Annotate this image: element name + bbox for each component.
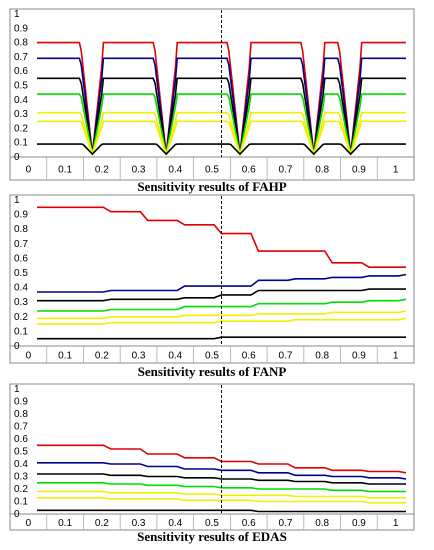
x-tick-label: 0.2 bbox=[95, 518, 109, 529]
x-tick-label: 1 bbox=[393, 351, 399, 362]
y-tick-label: 0.9 bbox=[14, 210, 28, 221]
y-tick-label: 0.6 bbox=[14, 434, 28, 445]
y-tick-label: 0.2 bbox=[14, 484, 28, 495]
x-tick-label: 1 bbox=[393, 165, 399, 176]
x-tick-label: 0.5 bbox=[205, 351, 219, 362]
y-tick-label: 1 bbox=[14, 384, 20, 395]
x-tick-label: 0.9 bbox=[352, 518, 366, 529]
y-tick-label: 0.2 bbox=[14, 123, 28, 134]
x-tick-label: 0.1 bbox=[58, 351, 72, 362]
x-tick-label: 0.4 bbox=[168, 165, 182, 176]
x-tick-label: 0.3 bbox=[132, 165, 146, 176]
x-tick-label: 0.7 bbox=[279, 351, 293, 362]
x-tick-label: 0.4 bbox=[168, 351, 182, 362]
y-tick-label: 0.1 bbox=[14, 326, 28, 337]
x-tick-label: 0.7 bbox=[279, 518, 293, 529]
y-tick-label: 0.5 bbox=[14, 81, 28, 92]
x-tick-label: 0.2 bbox=[95, 351, 109, 362]
series-line-4 bbox=[37, 93, 406, 155]
y-tick-label: 0.5 bbox=[14, 268, 28, 279]
series-line-5 bbox=[37, 310, 407, 320]
x-tick-label: 0.3 bbox=[132, 518, 146, 529]
series-line-3 bbox=[37, 473, 406, 485]
y-tick-label: 0.4 bbox=[14, 459, 28, 470]
y-tick-label: 1 bbox=[14, 195, 20, 206]
x-tick-label: 0.6 bbox=[242, 165, 256, 176]
series-line-3 bbox=[37, 77, 406, 155]
x-tick-label: 0.8 bbox=[315, 351, 329, 362]
chart-title: Sensitivity results of FANP bbox=[138, 364, 287, 379]
x-tick-label: 1 bbox=[393, 518, 399, 529]
x-tick-label: 0.6 bbox=[242, 518, 256, 529]
y-tick-label: 0.7 bbox=[14, 422, 28, 433]
y-tick-label: 0.8 bbox=[14, 38, 28, 49]
y-tick-label: 0.6 bbox=[14, 66, 28, 77]
y-tick-label: 0.9 bbox=[14, 23, 28, 34]
chart-title: Sensitivity results of FAHP bbox=[137, 179, 286, 194]
y-tick-label: 0.8 bbox=[14, 409, 28, 420]
chart-frame bbox=[9, 194, 415, 364]
y-tick-label: 0.8 bbox=[14, 224, 28, 235]
x-tick-label: 0 bbox=[26, 165, 32, 176]
y-tick-label: 0.6 bbox=[14, 253, 28, 264]
y-tick-label: 0.3 bbox=[14, 109, 28, 120]
x-tick-label: 0.8 bbox=[315, 165, 329, 176]
y-tick-label: 0.4 bbox=[14, 283, 28, 294]
y-tick-label: 0.1 bbox=[14, 497, 28, 508]
series-line-2 bbox=[37, 57, 406, 155]
x-tick-label: 0 bbox=[26, 351, 32, 362]
x-tick-label: 0.1 bbox=[58, 165, 72, 176]
y-tick-label: 0.2 bbox=[14, 312, 28, 323]
x-tick-label: 0.9 bbox=[352, 351, 366, 362]
chart-panel-3: 00.10.20.30.40.50.60.70.80.910 0.1 0.2 0.3 0… bbox=[9, 383, 415, 544]
y-tick-label: 0.3 bbox=[14, 297, 28, 308]
y-tick-label: 0.7 bbox=[14, 52, 28, 63]
chart-panel-1: 0 0.1 0.2 0.3 0.4 0.5 0.6 0.7 0.8 0.9 1 0 0.1 0.2 0.3 0… bbox=[9, 8, 415, 194]
x-tick-label: 0.1 bbox=[58, 518, 72, 529]
y-tick-label: 0.7 bbox=[14, 239, 28, 250]
x-tick-label: 0.6 bbox=[242, 351, 256, 362]
y-tick-label: 0.3 bbox=[14, 472, 28, 483]
y-tick-label: 0.1 bbox=[14, 138, 28, 149]
x-tick-label: 0.2 bbox=[95, 165, 109, 176]
x-tick-label: 0.5 bbox=[205, 518, 219, 529]
x-tick-label: 0.4 bbox=[168, 518, 182, 529]
x-tick-label: 0.8 bbox=[315, 518, 329, 529]
y-tick-label: 0 bbox=[14, 152, 20, 163]
chart-title: Sensitivity results of EDAS bbox=[137, 529, 287, 544]
series-line-3 bbox=[37, 288, 406, 302]
x-tick-label: 0.9 bbox=[352, 165, 366, 176]
y-tick-label: 1 bbox=[14, 9, 20, 20]
x-tick-label: 0 bbox=[26, 518, 32, 529]
y-tick-label: 0.5 bbox=[14, 447, 28, 458]
y-tick-label: 0 bbox=[14, 509, 20, 520]
series-line-7 bbox=[37, 143, 406, 156]
y-tick-label: 0.9 bbox=[14, 397, 28, 408]
x-tick-label: 0.7 bbox=[279, 165, 293, 176]
y-tick-label: 0 bbox=[14, 341, 20, 352]
chart-panel-2: 0 0.1 0.2 0.3 0.4 0.5 0.6 0.7 0.8 0.9 1 0 0.1 0.2 0.3 0… bbox=[9, 194, 415, 379]
x-tick-label: 0.3 bbox=[132, 351, 146, 362]
x-tick-label: 0.5 bbox=[205, 165, 219, 176]
y-tick-label: 0.4 bbox=[14, 95, 28, 106]
